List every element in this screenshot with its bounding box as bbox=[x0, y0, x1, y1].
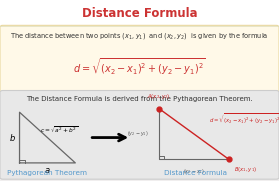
Text: $d = \sqrt{(x_2 - x_1)^2 + (y_2 - y_1)^2}$: $d = \sqrt{(x_2 - x_1)^2 + (y_2 - y_1)^2… bbox=[73, 57, 206, 77]
Bar bbox=[0, 0, 279, 26]
Text: $B(x_1,y_1)$: $B(x_1,y_1)$ bbox=[234, 165, 258, 174]
Text: $a$: $a$ bbox=[44, 166, 51, 175]
Text: $d = \sqrt{(x_2-x_1)^2+(y_2-y_1)^2}$: $d = \sqrt{(x_2-x_1)^2+(y_2-y_1)^2}$ bbox=[209, 113, 279, 126]
Text: Distance Formula: Distance Formula bbox=[82, 7, 197, 20]
Text: $(y_2-y_1)$: $(y_2-y_1)$ bbox=[128, 129, 149, 138]
FancyBboxPatch shape bbox=[0, 90, 279, 179]
Text: Pythagorean Theorem: Pythagorean Theorem bbox=[8, 170, 87, 176]
Text: $b$: $b$ bbox=[9, 132, 16, 143]
Text: $(x_2-x_1)$: $(x_2-x_1)$ bbox=[183, 167, 205, 176]
Text: $A(x_2,y_2)$: $A(x_2,y_2)$ bbox=[147, 92, 171, 101]
Text: The Distance Formula is derived from the Pythagorean Theorem.: The Distance Formula is derived from the… bbox=[26, 96, 253, 102]
Text: The distance between two points $(x_1, y_1)$  and $(x_2, y_2)$  is given by the : The distance between two points $(x_1, y… bbox=[10, 31, 269, 41]
Text: $c = \sqrt{a^2 + b^2}$: $c = \sqrt{a^2 + b^2}$ bbox=[40, 125, 78, 136]
FancyBboxPatch shape bbox=[0, 25, 279, 92]
Text: Distance Formula: Distance Formula bbox=[164, 170, 227, 176]
